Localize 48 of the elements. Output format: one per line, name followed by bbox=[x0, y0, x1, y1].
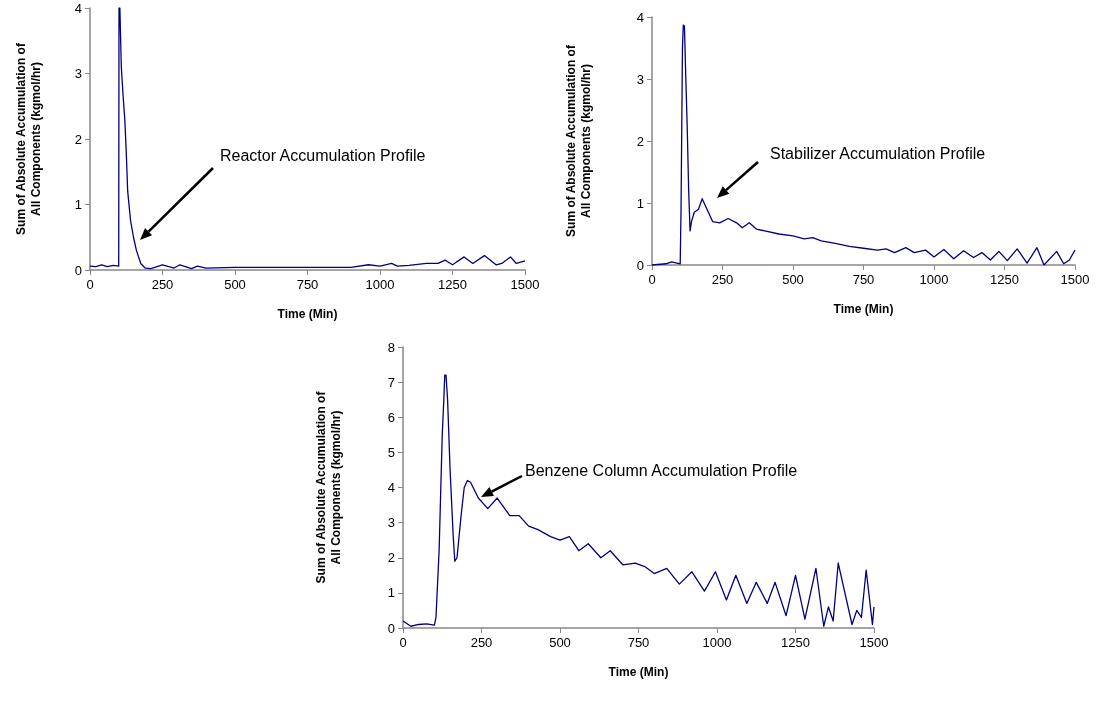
x-tick-label: 1000 bbox=[365, 277, 395, 292]
annotation: Benzene Column Accumulation Profile bbox=[525, 461, 798, 479]
y-tick-label: 3 bbox=[387, 515, 395, 531]
x-tick-label: 750 bbox=[296, 277, 319, 292]
y-tick-label: 2 bbox=[387, 550, 395, 566]
x-axis-title: Time (Min) bbox=[277, 307, 338, 321]
x-tick-label: 250 bbox=[151, 277, 174, 292]
y-tick-label: 1 bbox=[636, 195, 644, 211]
x-axis-title: Time (Min) bbox=[833, 302, 894, 316]
x-tick-label: 500 bbox=[782, 272, 804, 287]
y-axis-title: Sum of Absolute Accumulation of All Components (kgmol/hr) bbox=[13, 42, 43, 235]
y-tick-label: 3 bbox=[74, 66, 82, 81]
y-tick-label: 5 bbox=[387, 444, 395, 460]
y-tick-label: 1 bbox=[387, 585, 395, 601]
x-axis-title: Time (Min) bbox=[608, 665, 669, 679]
x-tick-label: 0 bbox=[86, 277, 94, 292]
x-tick-label: 250 bbox=[470, 635, 493, 650]
y-tick-label: 0 bbox=[636, 257, 644, 273]
y-tick-label: 7 bbox=[387, 374, 395, 390]
x-tick-label: 1250 bbox=[990, 272, 1019, 287]
y-tick-label: 4 bbox=[74, 0, 82, 16]
x-tick-label: 500 bbox=[224, 277, 246, 292]
annotation: Reactor Accumulation Profile bbox=[220, 146, 426, 164]
x-tick-label: 1500 bbox=[1060, 272, 1090, 287]
x-tick-label: 0 bbox=[399, 635, 407, 650]
x-tick-label: 1250 bbox=[781, 635, 810, 650]
x-tick-label: 500 bbox=[549, 635, 571, 650]
y-tick-label: 1 bbox=[74, 197, 82, 212]
y-tick-label: 2 bbox=[74, 131, 82, 147]
annotation: Stabilizer Accumulation Profile bbox=[770, 144, 986, 162]
x-tick-label: 1000 bbox=[919, 272, 949, 287]
y-tick-label: 4 bbox=[636, 9, 644, 25]
x-tick-label: 1500 bbox=[859, 635, 889, 650]
y-tick-label: 6 bbox=[387, 409, 395, 425]
y-tick-label: 4 bbox=[387, 480, 395, 495]
x-tick-label: 1250 bbox=[438, 277, 467, 292]
y-tick-label: 2 bbox=[636, 133, 644, 149]
y-axis-title: Sum of Absolute Accumulation of All Components (kgmol/hr) bbox=[313, 390, 343, 584]
y-tick-label: 8 bbox=[387, 339, 395, 355]
x-tick-label: 750 bbox=[852, 272, 875, 287]
x-tick-label: 0 bbox=[648, 272, 656, 287]
x-tick-label: 1000 bbox=[702, 635, 732, 650]
x-tick-label: 1500 bbox=[510, 277, 540, 292]
x-tick-label: 750 bbox=[627, 635, 650, 650]
y-axis-title: Sum of Absolute Accumulation of All Components (kgmol/hr) bbox=[563, 44, 593, 237]
x-tick-label: 250 bbox=[711, 272, 734, 287]
y-tick-label: 0 bbox=[387, 620, 395, 636]
y-tick-label: 3 bbox=[636, 71, 644, 87]
